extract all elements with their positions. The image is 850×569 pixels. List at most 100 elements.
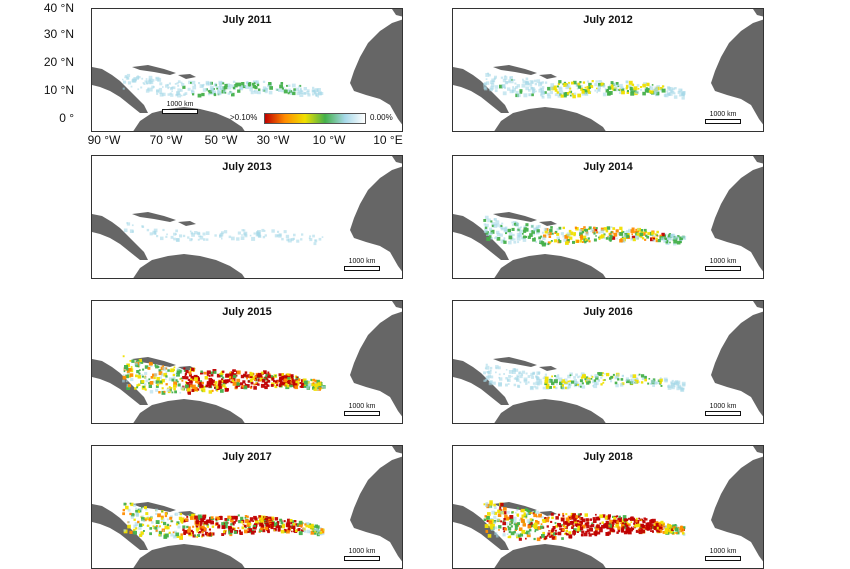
sargassum-pixel (278, 378, 283, 383)
sargassum-pixel (508, 535, 512, 539)
sargassum-pixel (221, 522, 225, 526)
map-canvas-2016 (453, 301, 763, 423)
sargassum-pixel (274, 528, 277, 531)
sargassum-pixel (161, 515, 164, 519)
sargassum-pixel (130, 502, 134, 507)
sargassum-pixel (283, 378, 288, 383)
sargassum-pixel (274, 234, 278, 238)
map-panel-2011: July 2011 1000 km >0.10% 0.00% (91, 8, 403, 132)
sargassum-pixel (267, 371, 270, 374)
sargassum-pixel (187, 378, 190, 382)
sargassum-pixel (598, 372, 603, 376)
sargassum-pixel (661, 85, 665, 88)
sargassum-pixel (537, 526, 542, 530)
sargassum-pixel (631, 227, 635, 231)
sargassum-pixel (165, 235, 168, 238)
sargassum-pixel (183, 93, 186, 96)
sargassum-pixel (184, 373, 187, 376)
sargassum-pixel (189, 238, 193, 242)
sargassum-pixel (673, 526, 676, 530)
sargassum-pixel (631, 83, 634, 86)
sargassum-pixel (617, 517, 620, 520)
sargassum-pixel (241, 88, 243, 91)
sargassum-pixel (567, 533, 569, 536)
sargassum-pixel (147, 87, 149, 90)
sargassum-pixel (567, 374, 571, 379)
sargassum-pixel (317, 531, 320, 534)
sargassum-pixel (169, 524, 172, 527)
sargassum-pixel (176, 372, 180, 377)
sargassum-pixel (619, 83, 623, 88)
sargassum-pixel (267, 375, 269, 378)
sargassum-pixel (680, 388, 684, 392)
sargassum-pixel (584, 92, 589, 96)
sargassum-pixel (264, 234, 267, 237)
sargassum-pixel (185, 518, 189, 522)
sargassum-pixel (255, 382, 258, 384)
lon-label: 10 °W (312, 133, 346, 147)
sargassum-pixel (492, 381, 496, 385)
legend-colorbar (264, 113, 366, 124)
sargassum-pixel (619, 87, 623, 91)
sargassum-pixel (243, 229, 246, 232)
sargassum-pixel (516, 509, 519, 512)
sargassum-pixel (493, 503, 496, 507)
sargassum-pixel (649, 519, 654, 524)
sargassum-pixel (135, 509, 138, 513)
sargassum-pixel (580, 234, 583, 238)
sargassum-pixel (138, 358, 142, 363)
sargassum-pixel (505, 516, 510, 521)
sargassum-pixel (623, 231, 626, 234)
sargassum-pixel (497, 513, 502, 517)
sargassum-pixel (166, 83, 169, 87)
sargassum-pixel (268, 518, 271, 522)
sargassum-pixel (301, 382, 305, 386)
sargassum-pixel (609, 519, 613, 524)
sargassum-pixel (635, 235, 639, 240)
sargassum-pixel (584, 522, 588, 526)
sargassum-pixel (269, 86, 273, 90)
sargassum-pixel (540, 525, 544, 529)
sargassum-pixel (536, 227, 539, 230)
sargassum-pixel (598, 238, 601, 240)
sargassum-pixel (580, 236, 584, 240)
sargassum-pixel (257, 230, 261, 234)
sargassum-pixel (567, 239, 570, 242)
map-canvas-2017 (92, 446, 402, 568)
sargassum-pixel (682, 526, 686, 530)
sargassum-pixel (541, 534, 545, 538)
sargassum-pixel (569, 94, 572, 97)
sargassum-pixel (569, 380, 572, 383)
sargassum-pixel (490, 526, 494, 530)
sargassum-pixel (193, 386, 198, 391)
sargassum-pixel (177, 80, 181, 83)
sargassum-pixel (287, 377, 290, 380)
sargassum-pixel (287, 238, 292, 243)
lat-label: 10 °N (43, 83, 74, 97)
sargassum-pixel (188, 532, 191, 535)
sargassum-pixel (563, 521, 567, 525)
sargassum-pixel (497, 366, 501, 370)
sargassum-pixel (246, 515, 249, 518)
sargassum-pixel (651, 524, 654, 527)
sargassum-pixel (210, 373, 214, 377)
sargassum-pixel (181, 379, 184, 382)
sargassum-pixel (533, 228, 537, 232)
sargassum-pixel (630, 374, 634, 378)
sargassum-pixel (220, 370, 224, 374)
lat-label: 30 °N (43, 27, 74, 41)
sargassum-pixel (159, 376, 162, 379)
sargassum-pixel (255, 232, 260, 237)
sargassum-pixel (485, 231, 489, 235)
sargassum-pixel (262, 80, 266, 83)
sargassum-pixel (517, 385, 521, 388)
sargassum-pixel (270, 384, 274, 387)
sargassum-pixel (278, 88, 282, 92)
map-canvas-2012 (453, 9, 763, 131)
sargassum-pixel (595, 513, 597, 516)
sargassum-pixel (240, 521, 244, 524)
sargassum-pixel (502, 533, 506, 537)
sargassum-pixel (498, 383, 502, 387)
sargassum-pixel (483, 518, 487, 521)
sargassum-pixel (298, 85, 301, 88)
